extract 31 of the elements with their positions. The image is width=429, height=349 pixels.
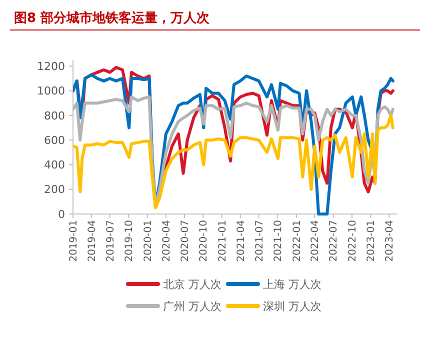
y-tick-label: 400 xyxy=(44,158,65,172)
chart-title: 图8 部分城市地铁客运量，万人次 xyxy=(14,10,211,26)
y-tick-label: 800 xyxy=(44,109,65,122)
line-series xyxy=(73,114,394,210)
legend-label: 深圳 万人次 xyxy=(263,300,322,313)
x-tick-label: 2022-04 xyxy=(310,220,322,262)
legend-label: 广州 万人次 xyxy=(163,300,222,313)
x-tick-label: 2019-10 xyxy=(124,220,136,262)
x-tick-label: 2019-01 xyxy=(68,220,80,262)
legend-label: 上海 万人次 xyxy=(263,278,322,291)
x-tick-label: 2021-01 xyxy=(217,220,228,262)
y-tick-label: 1000 xyxy=(37,84,65,98)
x-tick-label: 2022-07 xyxy=(328,220,340,262)
x-tick-label: 2022-10 xyxy=(347,220,358,262)
legend-label: 北京 万人次 xyxy=(163,278,222,291)
x-tick-label: 2019-07 xyxy=(105,220,116,262)
x-tick-label: 2021-10 xyxy=(273,220,284,262)
x-tick-label: 2021-07 xyxy=(254,220,266,262)
y-tick-label: 0 xyxy=(58,208,65,221)
y-tick-label: 600 xyxy=(44,134,65,147)
x-tick-label: 2023-01 xyxy=(366,220,378,262)
x-tick-label: 2020-04 xyxy=(161,220,172,262)
x-tick-label: 2023-04 xyxy=(384,220,396,262)
x-tick-label: 2019-04 xyxy=(86,220,98,262)
x-tick-label: 2022-01 xyxy=(292,220,303,262)
x-tick-label: 2020-01 xyxy=(142,220,154,262)
y-tick-label: 1200 xyxy=(37,60,65,74)
x-tick-label: 2020-10 xyxy=(198,220,210,262)
x-tick-label: 2020-07 xyxy=(180,220,191,262)
x-tick-label: 2021-04 xyxy=(236,220,247,262)
y-tick-label: 200 xyxy=(44,183,65,196)
